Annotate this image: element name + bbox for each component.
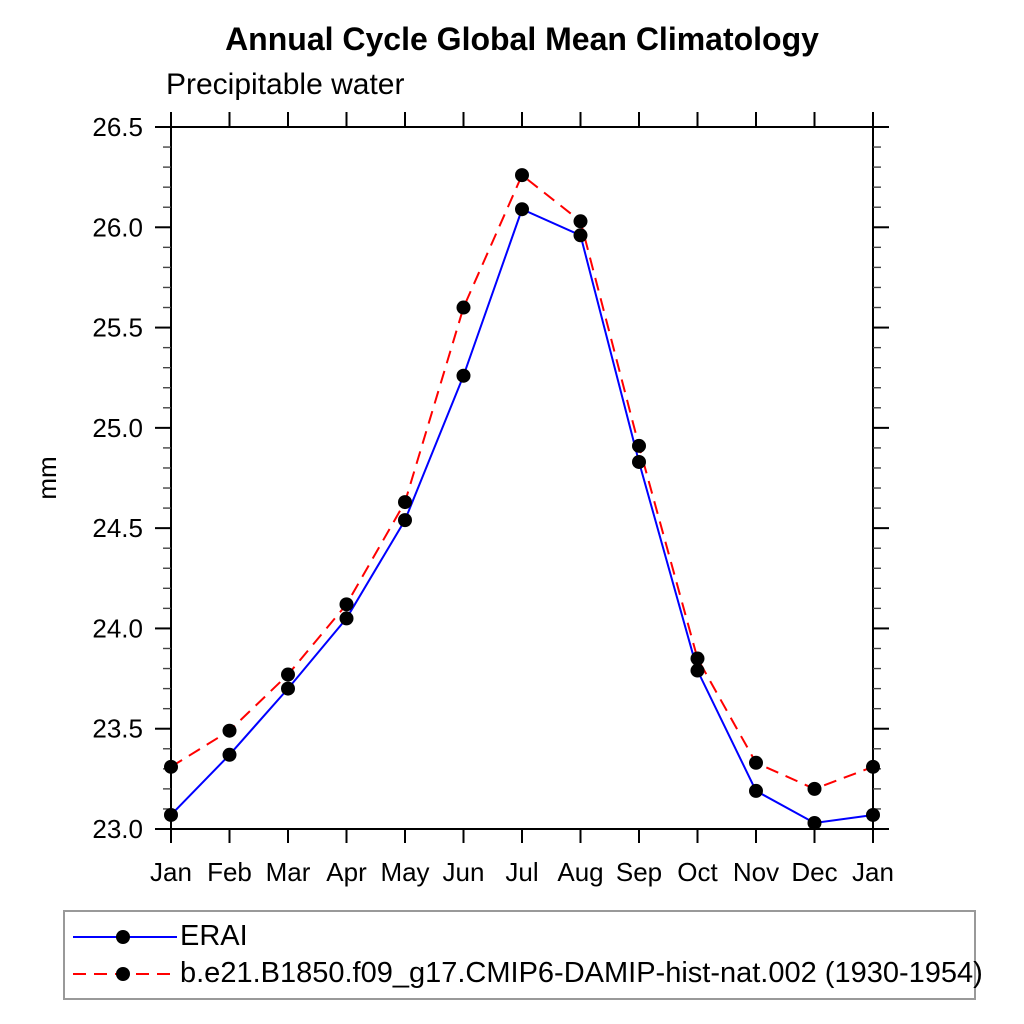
month-tick-label: Feb: [207, 857, 252, 887]
y-tick-label: 25.5: [92, 313, 143, 343]
legend-item-1: b.e21.B1850.f09_g17.CMIP6-DAMIP-hist-nat…: [73, 955, 983, 992]
data-point-marker-s0: [866, 807, 880, 822]
legend-item-0: ERAI: [73, 918, 974, 955]
data-point-marker-s0: [515, 202, 529, 217]
data-point-marker-s0: [398, 513, 412, 528]
axes-frame: [170, 126, 874, 830]
y-tick-label: 23.0: [92, 814, 143, 844]
month-tick-label: Aug: [557, 857, 603, 887]
y-tick-label: 23.5: [92, 714, 143, 744]
data-point-marker-s1: [632, 438, 646, 453]
legend-solid-line-icon: [73, 929, 177, 944]
chart-title: Annual Cycle Global Mean Climatology: [225, 21, 819, 57]
data-point-marker-s0: [632, 454, 646, 469]
data-point-marker-s0: [573, 228, 588, 243]
data-point-marker-s0: [222, 747, 237, 762]
month-tick-label: Jun: [443, 857, 485, 887]
data-point-marker-s1: [398, 495, 412, 510]
legend-marker-dot-icon: [116, 929, 130, 944]
data-point-marker-s1: [339, 597, 354, 612]
month-tick-label: Nov: [733, 857, 779, 887]
y-tick-label: 26.5: [92, 112, 143, 142]
y-axis-label: mm: [32, 456, 62, 499]
data-point-marker-s0: [281, 681, 295, 696]
data-point-marker-s0: [749, 783, 763, 798]
data-point-marker-s1: [222, 723, 237, 738]
data-point-marker-s1: [807, 781, 822, 796]
data-point-marker-s0: [807, 815, 822, 830]
data-point-marker-s1: [573, 214, 588, 229]
data-point-marker-s1: [281, 667, 295, 682]
data-point-marker-s1: [456, 300, 471, 315]
data-point-marker-s1: [690, 651, 705, 666]
y-tick-label: 26.0: [92, 212, 143, 242]
legend: ERAI b.e21.B1850.f09_g17.CMIP6-DAMIP-his…: [63, 910, 983, 1000]
legend-dashed-line-icon: [73, 966, 177, 981]
chart-subtitle: Precipitable water: [166, 68, 405, 101]
y-tick-label: 24.5: [92, 513, 143, 543]
data-point-marker-s0: [690, 663, 705, 678]
data-point-marker-s1: [164, 759, 178, 774]
data-point-marker-s1: [749, 755, 763, 770]
month-tick-label: Mar: [266, 857, 311, 887]
legend-marker-dot-icon: [116, 966, 130, 981]
data-point-marker-s1: [866, 759, 880, 774]
series-line-0: [170, 207, 874, 825]
data-point-marker-s0: [456, 368, 471, 383]
series-line-1: [170, 173, 874, 790]
month-tick-label: Apr: [326, 857, 367, 887]
data-point-marker-s0: [339, 611, 354, 626]
month-tick-label: Sep: [616, 857, 662, 887]
month-tick-label: Jul: [505, 857, 538, 887]
y-tick-label: 24.0: [92, 613, 143, 643]
month-tick-label: Dec: [791, 857, 837, 887]
legend-label-1: b.e21.B1850.f09_g17.CMIP6-DAMIP-hist-nat…: [180, 957, 983, 989]
data-point-marker-s1: [515, 168, 529, 183]
month-tick-label: Oct: [677, 857, 718, 887]
month-tick-label: Jan: [150, 857, 192, 887]
legend-label-0: ERAI: [180, 920, 248, 952]
month-tick-label: May: [380, 857, 429, 887]
data-point-marker-s0: [164, 807, 178, 822]
y-tick-label: 25.0: [92, 413, 143, 443]
month-tick-label: Jan: [852, 857, 894, 887]
